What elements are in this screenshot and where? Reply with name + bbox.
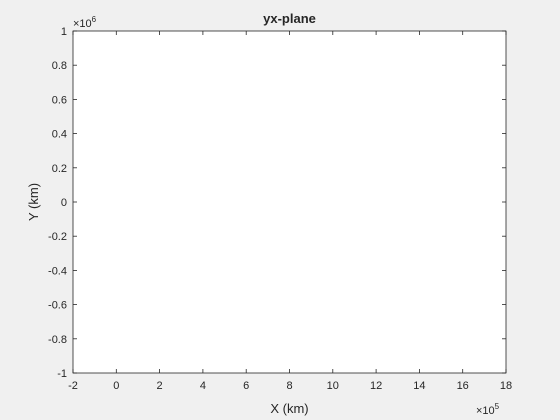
x-multiplier-base: ×10 <box>476 405 495 417</box>
y-tick-label: 1 <box>61 26 67 38</box>
y-multiplier-power: 6 <box>92 15 97 24</box>
y-axis-label: Y (km) <box>26 183 41 221</box>
plot-area <box>73 31 506 373</box>
y-tick-label: -1 <box>57 368 67 380</box>
ticks: -2 0 2 4 6 8 10 12 14 16 18 -1 -0.8 -0.6 -0.4 -0.2 0 0.2 0… <box>48 26 512 392</box>
chart-title: yx-plane <box>263 11 316 26</box>
y-tick-label: 0.8 <box>52 60 67 72</box>
x-tick-label: 6 <box>243 380 249 392</box>
y-tick-label: -0.4 <box>48 265 67 277</box>
y-tick-label: -0.6 <box>48 300 67 312</box>
axes-box <box>72 30 507 374</box>
y-axis-multiplier: ×106 <box>73 15 97 30</box>
x-tick-label: 12 <box>370 380 382 392</box>
x-tick-label: 4 <box>200 380 206 392</box>
x-tick-label: 16 <box>457 380 469 392</box>
y-tick-label: 0.4 <box>52 129 67 141</box>
y-tick-label: 0.2 <box>52 163 67 175</box>
y-tick-label: -0.2 <box>48 231 67 243</box>
y-tick-label: 0 <box>61 197 67 209</box>
x-multiplier-power: 5 <box>495 402 500 411</box>
y-tick-label: 0.6 <box>52 94 67 106</box>
x-tick-label: 14 <box>413 380 425 392</box>
x-tick-label: 0 <box>113 380 119 392</box>
x-tick-label: 2 <box>157 380 163 392</box>
x-tick-label: -2 <box>68 380 78 392</box>
x-tick-label: 18 <box>500 380 512 392</box>
y-multiplier-base: ×10 <box>73 18 92 30</box>
x-axis-multiplier: ×105 <box>476 402 500 417</box>
x-axis-label: X (km) <box>270 401 308 416</box>
x-tick-label: 10 <box>327 380 339 392</box>
x-tick-label: 8 <box>286 380 292 392</box>
y-tick-label: -0.8 <box>48 334 67 346</box>
